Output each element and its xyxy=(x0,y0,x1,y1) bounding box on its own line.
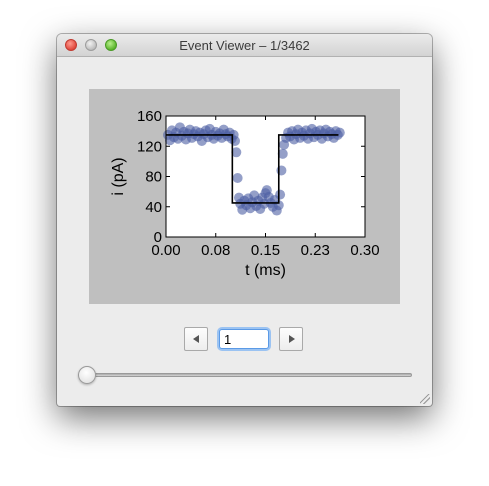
plot-panel: 0.00 0.08 0.15 0.23 0.30 0 40 80 120 160 t (ms) i (… xyxy=(89,89,400,304)
scatter-point-36 xyxy=(232,173,243,184)
event-number-input[interactable] xyxy=(219,329,269,349)
next-event-button[interactable] xyxy=(279,327,303,351)
scatter-point-61 xyxy=(277,148,288,159)
y-tick-label-4: 160 xyxy=(137,108,162,125)
right-triangle-icon xyxy=(289,335,295,343)
resize-grip-icon[interactable] xyxy=(420,394,430,404)
previous-event-button[interactable] xyxy=(184,327,208,351)
y-tick-label-0: 0 xyxy=(154,229,162,246)
x-tick-label-4: 0.30 xyxy=(350,242,379,259)
x-axis-label: t (ms) xyxy=(245,262,286,279)
scatter-point-34 xyxy=(229,135,240,146)
left-triangle-icon xyxy=(193,335,199,343)
scatter-point-60 xyxy=(276,165,287,176)
y-tick-label-3: 120 xyxy=(137,138,162,155)
event-slider-track[interactable] xyxy=(78,373,412,377)
title-bar[interactable]: Event Viewer – 1/3462 xyxy=(57,34,432,57)
scatter-point-35 xyxy=(231,147,242,158)
fit-line xyxy=(166,134,339,204)
x-tick-label-1: 0.08 xyxy=(201,242,230,259)
scatter-point-90 xyxy=(334,127,345,138)
x-tick-label-2: 0.15 xyxy=(251,242,280,259)
scatter-point-59 xyxy=(275,189,286,200)
y-tick-label-2: 80 xyxy=(145,169,162,186)
event-viewer-window: Event Viewer – 1/3462 0.00 0.08 0.15 0.23 0.… xyxy=(57,34,432,406)
minimize-button[interactable] xyxy=(85,39,97,51)
window-title: Event Viewer – 1/3462 xyxy=(179,38,310,53)
event-slider-knob[interactable] xyxy=(78,366,96,384)
event-trace-chart: 0.00 0.08 0.15 0.23 0.30 0 40 80 120 160 t (ms) i (… xyxy=(110,108,380,279)
close-button[interactable] xyxy=(65,39,77,51)
x-tick-label-3: 0.23 xyxy=(301,242,330,259)
y-axis-label: i (pA) xyxy=(110,157,127,195)
zoom-button[interactable] xyxy=(105,39,117,51)
y-tick-label-1: 40 xyxy=(145,199,162,216)
x-tick-label-0: 0.00 xyxy=(151,242,180,259)
